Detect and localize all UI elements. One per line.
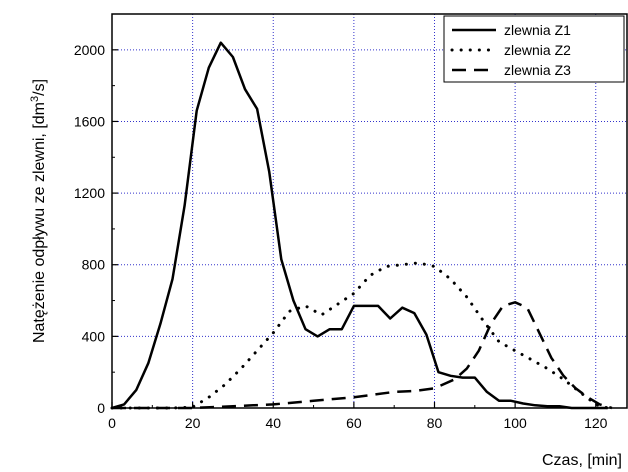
y-tick-label: 1200 xyxy=(74,185,105,201)
series-layer xyxy=(110,41,613,410)
x-tick-label: 60 xyxy=(346,415,362,431)
x-tick-label: 80 xyxy=(427,415,443,431)
x-tick-label: 120 xyxy=(584,415,608,431)
y-tick-label: 400 xyxy=(82,328,106,344)
y-tick-label: 0 xyxy=(97,400,105,416)
x-tick-label: 100 xyxy=(503,415,527,431)
series-line-zlewnia-z2 xyxy=(110,261,610,410)
y-axis-title: Natężenie odpływu ze zlewni, [dm3/s] xyxy=(29,79,48,343)
series-line-zlewnia-z3 xyxy=(112,301,613,410)
x-tick-label: 40 xyxy=(265,415,281,431)
y-tick-label: 2000 xyxy=(74,42,105,58)
y-axis-title-main: Natężenie odpływu ze zlewni, [dm xyxy=(31,102,48,343)
plot-frame xyxy=(111,13,628,409)
x-axis-title: Czas, [min] xyxy=(542,452,622,469)
y-tick-label: 1600 xyxy=(74,113,105,129)
legend-label: zlewnia Z1 xyxy=(504,22,571,38)
legend: zlewnia Z1 zlewnia Z2 zlewnia Z3 xyxy=(443,15,625,83)
legend-label: zlewnia Z3 xyxy=(504,62,571,78)
legend-label: zlewnia Z2 xyxy=(504,42,571,58)
y-tick-label: 800 xyxy=(82,257,106,273)
y-axis-title-sup: 3 xyxy=(29,96,41,102)
x-tick-label: 20 xyxy=(185,415,201,431)
y-axis-title-end: /s] xyxy=(31,79,48,96)
x-tick-label: 0 xyxy=(108,415,116,431)
series-line-zlewnia-z1 xyxy=(111,41,608,410)
